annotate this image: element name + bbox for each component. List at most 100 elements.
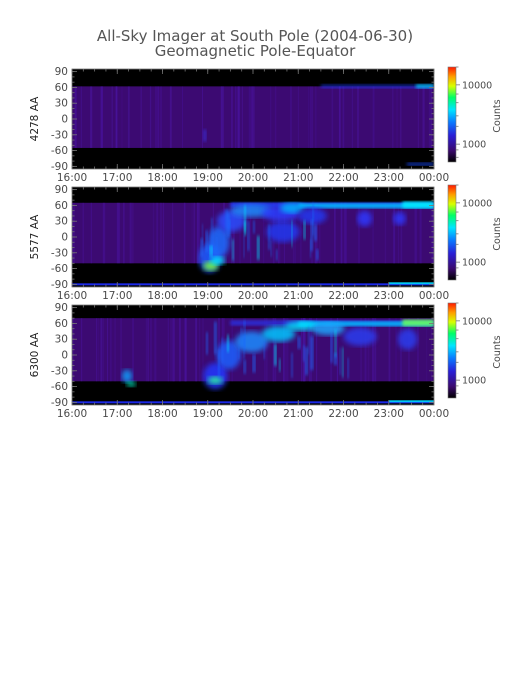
emission-patch bbox=[203, 129, 207, 142]
colorbar: 10000 1000 Counts bbox=[447, 184, 503, 281]
chart-title: All-Sky Imager at South Pole (2004-06-30… bbox=[97, 27, 413, 45]
heatmap-streak bbox=[339, 86, 341, 148]
heatmap-streak bbox=[171, 202, 174, 264]
arc-filament bbox=[316, 249, 319, 261]
colorbar-tick-label: 10000 bbox=[462, 198, 492, 209]
arc-filament bbox=[226, 334, 230, 353]
arc-filament bbox=[310, 336, 314, 371]
heatmap-streak bbox=[96, 318, 98, 382]
heatmap-streak bbox=[397, 202, 399, 264]
arc-filament bbox=[297, 336, 301, 350]
x-tick-label: 22:00 bbox=[328, 172, 358, 184]
y-tick-label: -60 bbox=[51, 381, 68, 393]
y-tick-label: 60 bbox=[55, 82, 68, 94]
heatmap-streak bbox=[315, 318, 318, 382]
heatmap-streak bbox=[287, 318, 289, 382]
auroral-arc bbox=[280, 202, 305, 214]
auroral-arc bbox=[210, 256, 226, 265]
heatmap-streak bbox=[297, 86, 299, 148]
y-tick-label: -90 bbox=[51, 161, 68, 173]
heatmap-streak bbox=[428, 86, 431, 148]
y-tick-label: -90 bbox=[51, 397, 68, 409]
arc-filament bbox=[334, 329, 337, 358]
colorbar-label: Counts bbox=[492, 217, 503, 250]
heatmap-streak bbox=[342, 86, 345, 148]
arc-filament bbox=[291, 220, 293, 248]
y-tick-label: -60 bbox=[51, 145, 68, 157]
heatmap-streak bbox=[162, 202, 165, 264]
heatmap-streak bbox=[75, 86, 77, 148]
heatmap-streak bbox=[426, 318, 428, 382]
heatmap-streak bbox=[118, 202, 120, 264]
heatmap-streak bbox=[100, 86, 103, 148]
arc-filament bbox=[217, 348, 220, 379]
arc-filament bbox=[210, 217, 213, 247]
heatmap-field bbox=[72, 86, 434, 148]
heatmap-streak bbox=[184, 202, 186, 264]
y-tick-label: -60 bbox=[51, 263, 68, 275]
x-tick-label: 20:00 bbox=[238, 408, 268, 420]
heatmap-streak bbox=[250, 86, 252, 148]
heatmap-streak bbox=[100, 318, 103, 382]
y-tick-label: -30 bbox=[51, 247, 68, 259]
arc-filament bbox=[243, 359, 247, 374]
auroral-arc bbox=[357, 210, 373, 227]
colorbar-tick-label: 1000 bbox=[462, 140, 486, 151]
heatmap-streak bbox=[155, 86, 157, 148]
arc-filament bbox=[302, 345, 305, 362]
heatmap-streak bbox=[90, 202, 93, 264]
heatmap-streak bbox=[395, 318, 397, 382]
heatmap-streak bbox=[102, 202, 104, 264]
y-tick-label: 0 bbox=[61, 232, 68, 244]
heatmap-streak bbox=[318, 202, 321, 264]
edge-band bbox=[388, 400, 434, 403]
heatmap-streak bbox=[235, 86, 236, 148]
heatmap-streak bbox=[231, 86, 233, 148]
auroral-arc bbox=[207, 376, 223, 384]
x-tick-label: 19:00 bbox=[193, 408, 223, 420]
heatmap-streak bbox=[102, 86, 103, 148]
heatmap-streak bbox=[173, 318, 175, 382]
x-tick-label: 19:00 bbox=[193, 290, 223, 302]
colorbar-tick-label: 1000 bbox=[462, 258, 486, 269]
arc-filament bbox=[304, 347, 309, 376]
colorbar-label: Counts bbox=[492, 335, 503, 368]
x-tick-label: 21:00 bbox=[283, 290, 313, 302]
heatmap-streak bbox=[145, 318, 148, 382]
x-tick-label: 21:00 bbox=[283, 172, 313, 184]
colorbar-tick-label: 10000 bbox=[462, 80, 492, 91]
heatmap-streak bbox=[150, 318, 152, 382]
heatmap-streak bbox=[103, 202, 105, 264]
heatmap-streak bbox=[195, 318, 198, 382]
heatmap-streak bbox=[103, 202, 106, 264]
x-tick-label: 23:00 bbox=[374, 290, 404, 302]
arc-filament bbox=[252, 220, 255, 234]
x-tick-label: 16:00 bbox=[57, 408, 87, 420]
heatmap-streak bbox=[221, 86, 223, 148]
heatmap-streak bbox=[371, 318, 375, 382]
arc-filament bbox=[333, 352, 337, 366]
heatmap-streak bbox=[132, 318, 134, 382]
heatmap-streak bbox=[222, 86, 224, 148]
heatmap-streak bbox=[199, 318, 201, 382]
heatmap-streak bbox=[415, 202, 418, 264]
x-tick-label: 00:00 bbox=[419, 172, 449, 184]
arc-filament bbox=[238, 345, 240, 360]
y-tick-label: 30 bbox=[55, 216, 68, 228]
heatmap-streak bbox=[121, 86, 123, 148]
y-tick-label: -30 bbox=[51, 129, 68, 141]
heatmap-streak bbox=[149, 86, 152, 148]
y-axis-label: 5577 AA bbox=[29, 214, 41, 260]
heatmap-streak bbox=[274, 86, 277, 148]
heatmap-streak bbox=[106, 318, 109, 382]
x-tick-label: 17:00 bbox=[102, 408, 132, 420]
arc-filament bbox=[330, 333, 333, 363]
heatmap-streak bbox=[393, 202, 396, 264]
x-tick-label: 16:00 bbox=[57, 290, 87, 302]
heatmap-streak bbox=[157, 86, 159, 148]
auroral-arc bbox=[216, 210, 246, 232]
heatmap-streak bbox=[251, 86, 253, 148]
emission-band bbox=[415, 84, 434, 89]
auroral-arc bbox=[343, 327, 377, 346]
